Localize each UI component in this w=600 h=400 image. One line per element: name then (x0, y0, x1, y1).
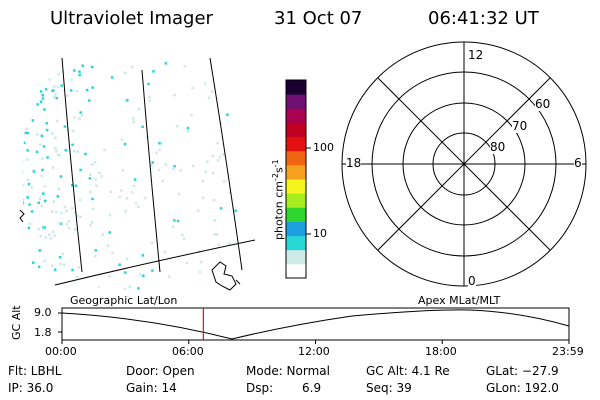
colorbar-segment (286, 235, 306, 251)
seq-status: Seq: 39 (366, 381, 412, 395)
timeline-ylabel: GC Alt (10, 305, 23, 340)
mlt-label-top: 12 (468, 48, 484, 62)
polar-diagonal (377, 77, 551, 251)
latitude-line (54, 239, 256, 286)
colorbar-segment (286, 108, 306, 123)
colorbar-segment (286, 94, 306, 109)
timeline-ytick: 9.0 (34, 306, 52, 319)
colorbar-segment (286, 80, 306, 95)
mlat-label-70: 70 (512, 119, 528, 133)
colorbar-tick-label: 10 (313, 227, 327, 240)
timeline-xtick: 12:00 (298, 345, 330, 358)
gain-status: Gain: 14 (126, 381, 177, 395)
colorbar-segment (286, 193, 306, 208)
timeline-xtick: 00:00 (45, 345, 77, 358)
colorbar-segment (286, 150, 306, 166)
longitude-line (209, 57, 243, 271)
colorbar-segment (286, 249, 306, 265)
timeline-xtick: 18:00 (425, 345, 457, 358)
dsp-status-label: Dsp: (246, 381, 274, 395)
colorbar-segment (286, 164, 306, 180)
instrument-title: Ultraviolet Imager (50, 8, 213, 29)
altitude-curve (61, 309, 570, 340)
ip-status: IP: 36.0 (8, 381, 54, 395)
mode-status: Mode: Normal (246, 364, 330, 378)
coastline (235, 279, 241, 285)
colorbar-segment (286, 136, 306, 152)
longitude-line (141, 69, 161, 273)
timeline-xtick: 23:59 (552, 345, 584, 358)
right-panel-title: Apex MLat/MLT (418, 294, 501, 307)
glat-status: GLat: −27.9 (486, 364, 559, 378)
colorbar-segment (286, 207, 306, 222)
left-panel-title: Geographic Lat/Lon (70, 294, 178, 307)
timeline-ytick: 1.8 (34, 326, 52, 339)
mlat-label-60: 60 (535, 97, 551, 111)
filter-status: Flt: LBHL (8, 364, 62, 378)
gc-alt-status: GC Alt: 4.1 Re (366, 364, 450, 378)
date-label: 31 Oct 07 (274, 8, 363, 29)
colorbar-segment (286, 179, 306, 194)
door-status: Door: Open (126, 364, 195, 378)
colorbar-segment (286, 263, 306, 279)
mlat-label-80: 80 (490, 140, 506, 154)
colorbar-segment (286, 122, 306, 138)
timeline-xtick: 06:00 (172, 345, 204, 358)
mlt-label-left: 18 (346, 156, 362, 170)
time-label: 06:41:32 UT (428, 8, 539, 29)
longitude-line (61, 57, 83, 273)
coastline (19, 209, 25, 223)
coastline (211, 261, 237, 291)
colorbar-segment (286, 221, 306, 237)
mlt-label-right: 6 (574, 156, 582, 170)
colorbar-tick-label: 100 (313, 141, 334, 154)
dsp-status-value: 6.9 (302, 381, 322, 395)
glon-status: GLon: 192.0 (486, 381, 559, 395)
mlt-label-bottom: 0 (468, 274, 476, 288)
